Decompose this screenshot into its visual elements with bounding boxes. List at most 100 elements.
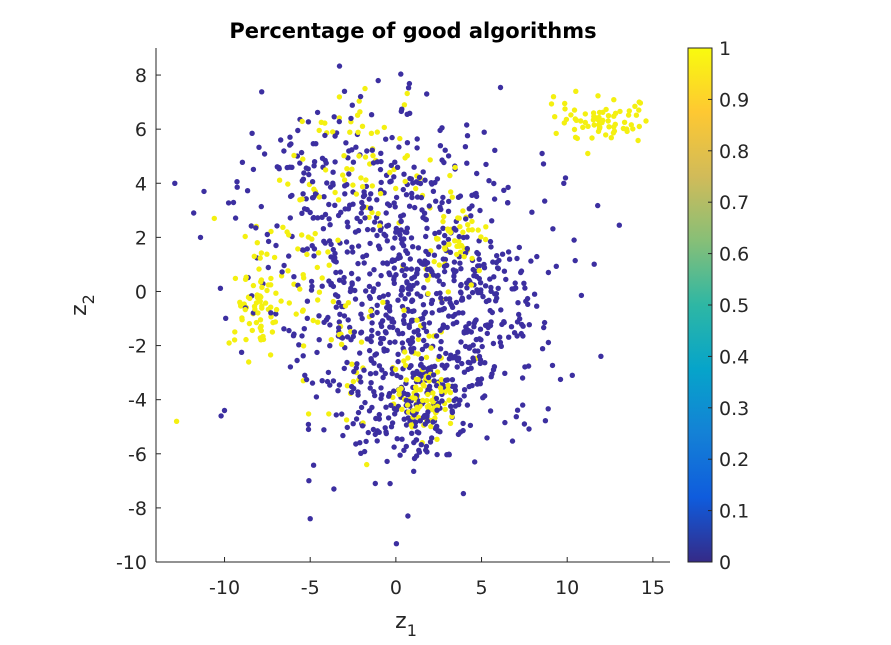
data-point-bad [336, 325, 342, 331]
data-point-bad [400, 186, 406, 193]
data-point-good [591, 113, 597, 120]
data-point-good [475, 227, 481, 233]
data-point-good [315, 319, 321, 325]
data-point-bad [385, 291, 391, 298]
data-point-good [414, 317, 420, 323]
data-point-bad [321, 427, 327, 433]
data-point-bad [521, 421, 528, 427]
data-point-bad [330, 378, 337, 384]
data-point-bad [526, 426, 532, 432]
data-point-bad [391, 444, 397, 450]
data-point-good [286, 300, 292, 306]
data-point-bad [461, 330, 467, 336]
data-point-bad [331, 486, 337, 492]
data-point-bad [483, 298, 490, 305]
colorbar-tick-label: 0.6 [719, 244, 749, 266]
data-point-good [353, 191, 360, 197]
colorbar-tick-label: 0.8 [719, 141, 749, 163]
data-point-good [340, 172, 346, 178]
data-point-good [335, 197, 342, 203]
data-point-bad [377, 227, 384, 233]
data-point-bad [411, 164, 417, 170]
data-point-bad [399, 330, 406, 337]
data-point-bad [378, 323, 385, 330]
data-point-bad [378, 150, 384, 156]
data-point-bad [286, 253, 292, 259]
data-point-bad [520, 402, 526, 408]
data-point-bad [401, 320, 407, 326]
data-point-bad [502, 370, 508, 376]
data-point-bad [484, 435, 490, 441]
data-point-good [369, 183, 375, 189]
data-point-bad [370, 160, 377, 166]
data-point-bad [465, 359, 471, 365]
data-point-bad [408, 346, 414, 352]
data-point-bad [191, 210, 197, 216]
data-point-bad [453, 299, 460, 306]
data-point-bad [409, 194, 415, 201]
y-axis-label-main: z [67, 304, 92, 316]
data-point-bad [440, 281, 446, 288]
data-point-bad [344, 424, 350, 431]
data-point-bad [523, 298, 529, 304]
data-point-bad [395, 351, 401, 357]
data-point-bad [397, 452, 403, 458]
data-point-bad [357, 374, 363, 380]
data-point-bad [355, 260, 361, 267]
data-point-good [390, 394, 396, 401]
data-point-bad [439, 299, 445, 306]
data-point-good [232, 329, 238, 335]
data-point-bad [421, 337, 427, 344]
data-point-good [396, 387, 402, 393]
data-point-bad [422, 177, 428, 183]
data-point-bad [301, 170, 307, 176]
data-point-bad [388, 178, 394, 184]
data-point-bad [436, 278, 442, 284]
data-point-good [257, 298, 263, 304]
data-point-bad [511, 330, 518, 336]
data-point-good [620, 125, 627, 132]
data-point-bad [473, 317, 479, 323]
data-point-bad [545, 339, 552, 346]
data-point-bad [443, 377, 449, 383]
data-point-bad [349, 147, 355, 153]
data-point-bad [374, 197, 380, 203]
data-point-bad [372, 352, 378, 358]
data-point-bad [391, 276, 397, 283]
data-point-bad [281, 148, 287, 154]
data-point-bad [395, 227, 401, 234]
data-point-good [268, 228, 274, 235]
data-point-bad [311, 159, 318, 165]
data-point-bad [359, 423, 366, 429]
data-point-good [359, 123, 366, 129]
data-point-good [442, 406, 448, 413]
data-point-bad [368, 191, 374, 197]
data-point-bad [371, 360, 377, 366]
data-point-bad [418, 260, 425, 266]
data-point-bad [443, 350, 449, 357]
data-point-bad [319, 378, 325, 384]
data-point-bad [562, 175, 569, 181]
data-point-bad [434, 451, 440, 458]
x-axis-label-main: z [395, 609, 407, 634]
data-point-bad [384, 458, 390, 465]
data-point-good [405, 355, 411, 361]
data-point-bad [406, 324, 412, 331]
data-point-good [410, 394, 416, 401]
data-point-bad [319, 155, 326, 161]
data-point-bad [436, 244, 442, 250]
data-point-bad [387, 271, 393, 278]
data-point-bad [350, 421, 356, 427]
data-point-bad [358, 329, 365, 335]
data-point-bad [468, 329, 474, 335]
data-point-bad [221, 407, 228, 414]
data-point-good [482, 236, 489, 243]
data-point-bad [320, 226, 327, 232]
data-point-bad [375, 77, 381, 84]
data-point-good [362, 154, 369, 160]
data-point-bad [411, 308, 417, 314]
data-point-bad [382, 370, 388, 377]
data-point-bad [591, 261, 597, 267]
data-point-good [264, 287, 270, 294]
data-point-bad [376, 429, 382, 435]
